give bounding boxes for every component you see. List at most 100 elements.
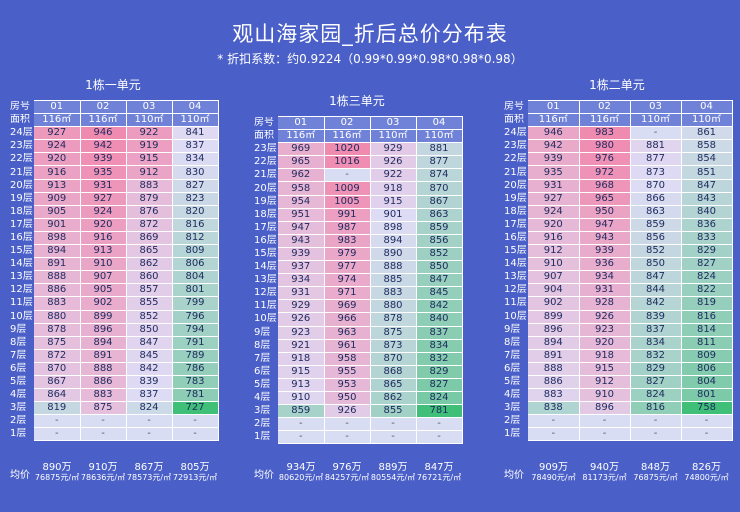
price-cell: 878 (370, 312, 417, 327)
price-cell: - (579, 427, 631, 442)
block-title: 1栋二单元 (589, 78, 645, 92)
price-cell: 896 (80, 323, 127, 337)
price-cell: 876 (126, 205, 173, 219)
room-number: 01 (528, 99, 580, 115)
row-label: 14层 (10, 258, 33, 270)
row-label: 17层 (504, 218, 527, 230)
price-cell: 931 (80, 179, 127, 193)
avg-unit-price: 84257元/㎡ (324, 473, 370, 482)
price-cell: 987 (324, 221, 371, 235)
floor-row: 16层 943 983 894 856 (252, 234, 463, 248)
room-number: 03 (370, 115, 417, 131)
price-cell: 976 (579, 152, 631, 167)
price-cell: 935 (528, 165, 580, 180)
avg-unit-price: 78490元/㎡ (531, 473, 576, 482)
price-cell: 947 (579, 218, 631, 232)
price-cell: 916 (34, 165, 81, 180)
row-label: 22层 (504, 153, 527, 165)
room-number: 04 (416, 115, 463, 131)
floor-row: 8层 921 961 873 834 (252, 339, 463, 353)
price-cell: 894 (528, 336, 580, 350)
floor-row: 15层 912 939 852 829 (502, 244, 733, 259)
price-cell: 910 (80, 257, 127, 272)
price-cell: 924 (80, 205, 127, 219)
floor-row: 22层 939 976 877 854 (502, 152, 733, 167)
floor-row: 11层 902 928 842 819 (502, 296, 733, 311)
price-cell: 855 (126, 296, 173, 311)
price-cell: 872 (34, 349, 81, 363)
row-label: 1层 (10, 428, 27, 440)
room-number: 03 (126, 99, 173, 115)
row-label: 3层 (504, 402, 521, 414)
price-cell: 910 (528, 257, 580, 272)
row-label: 21层 (254, 169, 277, 181)
price-cell: 870 (34, 362, 81, 376)
price-cell: 820 (172, 205, 219, 219)
price-cell: 891 (80, 349, 127, 363)
price-cell: 781 (172, 388, 219, 403)
price-cell: 910 (579, 388, 631, 403)
avg-unit-price: 72913元/㎡ (172, 473, 218, 482)
price-cell: 901 (34, 218, 81, 232)
price-cell: 861 (681, 126, 733, 141)
row-label: 15层 (504, 245, 527, 257)
unit-average: 976万 84257元/㎡ (320, 462, 374, 482)
price-cell: 931 (278, 286, 325, 301)
price-cell: 888 (370, 260, 417, 275)
price-cell: 961 (324, 339, 371, 353)
floor-row: 15层 939 979 890 852 (252, 247, 463, 262)
price-cell: 862 (126, 257, 173, 272)
floor-row: 9层 923 963 875 837 (252, 326, 463, 340)
price-cell: 856 (630, 231, 682, 246)
price-cell: 888 (80, 362, 127, 376)
floor-row: 12层 886 905 857 801 (8, 283, 219, 298)
row-label: 18层 (254, 208, 277, 220)
price-cell: - (579, 414, 631, 429)
avg-total-price: 940万 (589, 462, 620, 473)
row-label: 12层 (504, 284, 527, 296)
price-cell: 913 (80, 244, 127, 259)
row-label: 9层 (254, 326, 271, 338)
row-label: 22层 (10, 153, 33, 165)
floor-row: 7层 891 918 832 809 (502, 349, 733, 363)
floor-row: 12层 904 931 844 822 (502, 283, 733, 298)
avg-price-label: 均价 (10, 470, 30, 481)
floor-row: 8层 875 894 847 791 (8, 336, 219, 350)
room-area: 116㎡ (528, 113, 580, 128)
avg-unit-price: 76721元/㎡ (416, 473, 462, 482)
price-cell: 898 (34, 231, 81, 246)
price-cell: 837 (630, 323, 682, 337)
row-label: 14层 (254, 261, 277, 273)
room-area: 116㎡ (579, 113, 631, 128)
floor-row: 16层 916 943 856 833 (502, 231, 733, 246)
room-area: 116㎡ (80, 113, 127, 128)
avg-total-price: 848万 (640, 462, 671, 473)
price-cell: 962 (278, 168, 325, 183)
row-label: 10层 (254, 313, 277, 325)
row-label: 13层 (10, 271, 33, 283)
price-cell: - (681, 427, 733, 442)
price-cell: 881 (630, 139, 682, 154)
price-cell: 842 (630, 296, 682, 311)
room-area: 110㎡ (172, 113, 219, 128)
price-cell: 953 (324, 378, 371, 392)
price-cell: 877 (416, 155, 463, 170)
price-cell: 1020 (324, 142, 371, 157)
price-cell: 927 (528, 192, 580, 206)
price-cell: 827 (172, 179, 219, 193)
price-cell: 796 (172, 310, 219, 324)
floor-row: 11层 883 902 855 799 (8, 296, 219, 311)
price-cell: 859 (630, 218, 682, 232)
price-cell: 971 (324, 286, 371, 301)
price-cell: 806 (681, 362, 733, 376)
price-cell: 867 (416, 195, 463, 209)
row-label: 10层 (504, 310, 527, 322)
floor-row: 9层 896 923 837 814 (502, 323, 733, 337)
floor-row: 7层 918 958 870 832 (252, 352, 463, 366)
avg-unit-price: 78636元/㎡ (80, 473, 126, 482)
row-label: 19层 (254, 195, 277, 207)
price-cell: 965 (278, 155, 325, 170)
price-cell: 847 (126, 336, 173, 350)
room-number: 02 (579, 99, 631, 115)
price-cell: 913 (34, 179, 81, 193)
